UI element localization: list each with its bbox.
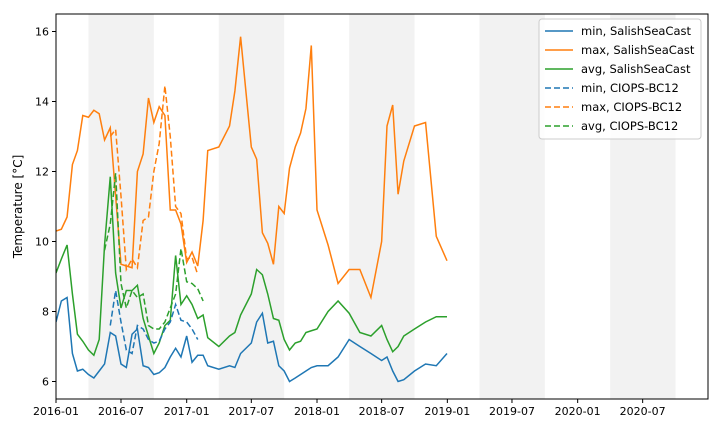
series-line-max-ciops-bc12: [109, 85, 199, 275]
x-tick-label: 2020-07: [620, 405, 666, 418]
x-tick-label: 2016-01: [33, 405, 79, 418]
x-tick-label: 2018-07: [359, 405, 405, 418]
x-tick-label: 2018-01: [294, 405, 340, 418]
x-tick-label: 2019-01: [424, 405, 470, 418]
legend-label: max, SalishSeaCast: [581, 43, 695, 57]
y-tick-label: 14: [35, 96, 49, 109]
y-tick-label: 10: [35, 236, 49, 249]
x-tick-label: 2019-07: [489, 405, 535, 418]
shade-band-2: [218, 14, 285, 399]
x-tick-label: 2017-01: [164, 405, 210, 418]
y-tick-label: 12: [35, 166, 49, 179]
x-tick-label: 2017-07: [228, 405, 274, 418]
legend-label: max, CIOPS-BC12: [581, 100, 682, 114]
series-line-avg-salishseacast: [56, 176, 447, 357]
shaded-periods: [88, 14, 676, 399]
x-axis: 2016-01 2016-07 2017-01 2017-07 2018-01 2018-…: [33, 399, 666, 418]
y-tick-label: 6: [42, 376, 49, 389]
legend-label: min, SalishSeaCast: [581, 24, 692, 38]
x-tick-label: 2016-07: [98, 405, 144, 418]
series-line-min-salishseacast: [56, 296, 448, 383]
legend-label: avg, CIOPS-BC12: [581, 119, 678, 133]
y-axis-label: Temperature [°C]: [11, 155, 25, 260]
y-tick-label: 16: [35, 26, 49, 39]
series-line-max-salishseacast: [56, 36, 448, 301]
shade-band-3: [349, 14, 415, 399]
series-layer: [56, 36, 448, 383]
y-axis: 6 8 10 12 14 16: [35, 26, 56, 389]
legend: min, SalishSeaCast max, SalishSeaCast avg,…: [538, 18, 702, 140]
legend-label: min, CIOPS-BC12: [581, 81, 679, 95]
x-tick-label: 2020-01: [555, 405, 601, 418]
legend-box: [538, 18, 702, 140]
legend-label: avg, SalishSeaCast: [581, 62, 691, 76]
series-line-min-ciops-bc12: [109, 290, 199, 355]
shade-band-4: [479, 14, 545, 399]
y-tick-label: 8: [42, 306, 49, 319]
series-line-avg-ciops-bc12: [103, 173, 204, 330]
